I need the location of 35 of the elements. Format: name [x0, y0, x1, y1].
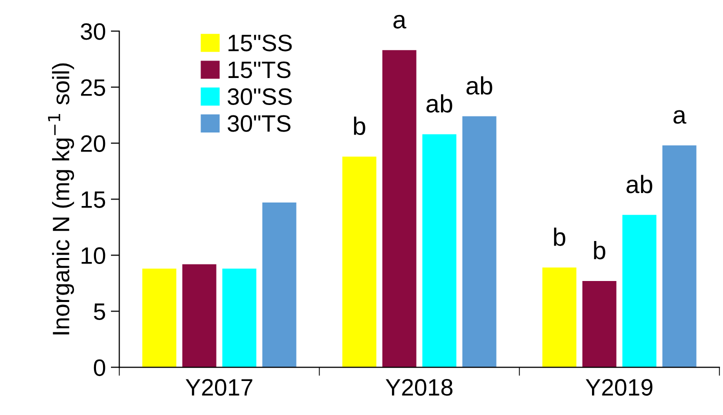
legend-label: 30"SS	[228, 88, 292, 106]
bar	[342, 156, 376, 368]
bar	[542, 268, 576, 368]
data-label: b	[554, 228, 566, 246]
bar	[382, 50, 416, 368]
bar	[582, 280, 616, 368]
data-label: ab	[626, 174, 652, 194]
bar	[142, 268, 176, 368]
x-tick-label: Y2019	[586, 379, 652, 396]
bar	[262, 202, 296, 368]
data-label: b	[594, 241, 606, 260]
bar	[422, 134, 456, 368]
y-tick-label: 15	[82, 192, 106, 208]
legend-label: 15"SS	[228, 34, 292, 52]
x-tick-label: Y2018	[386, 379, 452, 396]
y-tick-label: 5	[94, 304, 106, 320]
y-tick-label: 0	[94, 359, 106, 376]
y-axis-title: Inorganic N (mg kg$^{−1}$ soil)	[48, 63, 74, 334]
y-tick-label: 25	[81, 79, 106, 96]
y-tick-label: 20	[81, 135, 106, 152]
bar	[182, 264, 216, 368]
legend-label: 30"TS	[228, 115, 290, 132]
data-label: a	[393, 14, 406, 29]
x-tick-label: Y2017	[186, 379, 252, 396]
data-label: ab	[466, 76, 492, 95]
bar	[622, 214, 656, 368]
y-tick-label: 30	[80, 23, 106, 40]
data-label: a	[673, 110, 686, 124]
bar	[662, 145, 696, 368]
data-label: ab	[426, 94, 452, 113]
y-tick-label: 10	[82, 247, 106, 264]
bar	[222, 268, 256, 368]
legend-label: 15"TS	[228, 61, 290, 78]
bar	[462, 116, 496, 368]
data-label: b	[354, 116, 366, 136]
